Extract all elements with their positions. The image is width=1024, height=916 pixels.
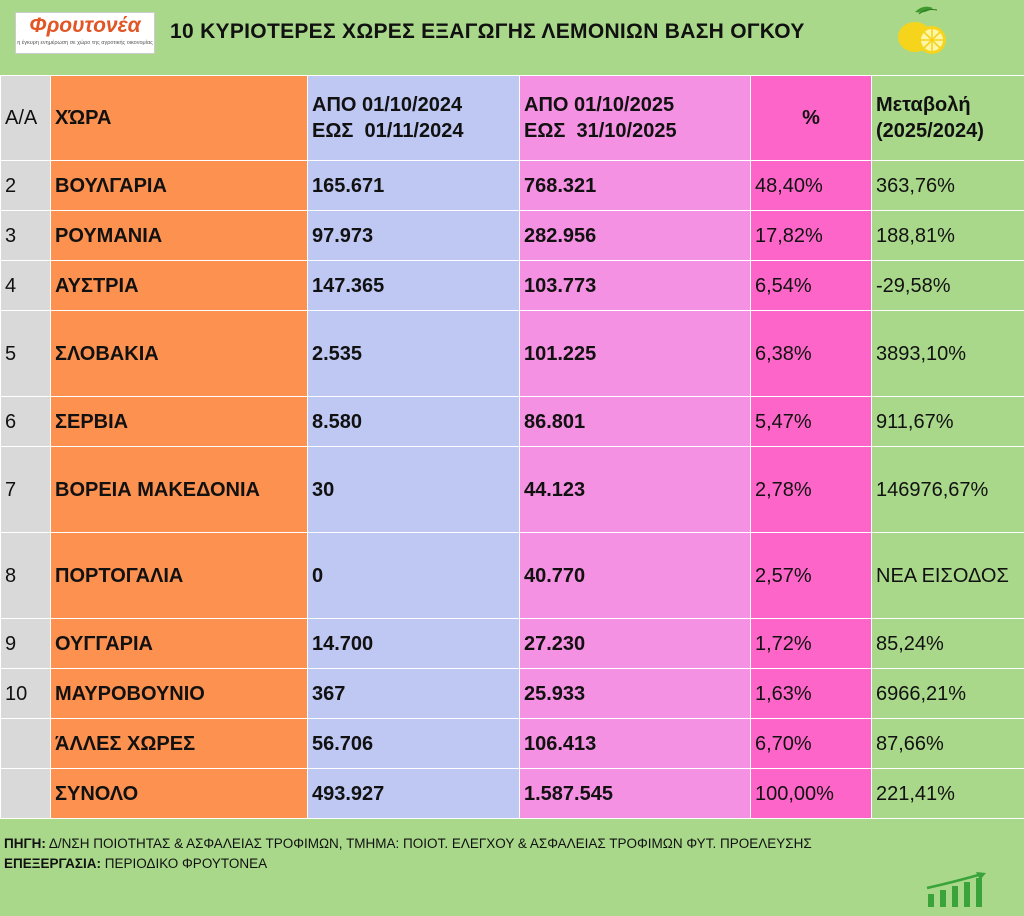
growth-chart-icon	[926, 872, 986, 907]
table-row: 2 ΒΟΥΛΓΑΡΙΑ 165.671 768.321 48,40% 363,76%	[0, 160, 1024, 211]
cell-change: 188,81%	[871, 210, 1024, 261]
cell-period-2024: 8.580	[307, 396, 520, 447]
cell-change: ΝΕΑ ΕΙΣΟΔΟΣ	[871, 532, 1024, 619]
header-row: Α/Α ΧΏΡΑ ΑΠΟ 01/10/2024 ΕΩΣ 01/11/2024 Α…	[0, 75, 1024, 161]
cell-country: ΜΑΥΡΟΒΟΥΝΙΟ	[50, 668, 308, 719]
cell-percent: 48,40%	[750, 160, 872, 211]
cell-period-2024: 493.927	[307, 768, 520, 819]
table-row: 8 ΠΟΡΤΟΓΑΛΙΑ 0 40.770 2,57% ΝΕΑ ΕΙΣΟΔΟΣ	[0, 532, 1024, 619]
lemon-exports-table: Α/Α ΧΏΡΑ ΑΠΟ 01/10/2024 ΕΩΣ 01/11/2024 Α…	[0, 75, 1024, 819]
cell-period-2025: 1.587.545	[519, 768, 751, 819]
table-row: 10 ΜΑΥΡΟΒΟΥΝΙΟ 367 25.933 1,63% 6966,21%	[0, 668, 1024, 719]
cell-change: 363,76%	[871, 160, 1024, 211]
cell-percent: 1,63%	[750, 668, 872, 719]
cell-aa: 3	[0, 210, 51, 261]
table-row: 6 ΣΕΡΒΙΑ 8.580 86.801 5,47% 911,67%	[0, 396, 1024, 447]
cell-change: 85,24%	[871, 618, 1024, 669]
cell-percent: 1,72%	[750, 618, 872, 669]
table-row: 7 ΒΟΡΕΙΑ ΜΑΚΕΔΟΝΙΑ 30 44.123 2,78% 146976,67%	[0, 446, 1024, 533]
page-title: 10 ΚΥΡΙΟΤΕΡΕΣ ΧΩΡΕΣ ΕΞΑΓΩΓΗΣ ΛΕΜΟΝΙΩΝ ΒΑ…	[170, 20, 805, 43]
cell-period-2025: 86.801	[519, 396, 751, 447]
cell-country: ΣΥΝΟΛΟ	[50, 768, 308, 819]
source-note: ΠΗΓΗ: Δ/ΝΣΗ ΠΟΙΟΤΗΤΑΣ & ΑΣΦΑΛΕΙΑΣ ΤΡΟΦΙΜ…	[4, 836, 812, 851]
table-row: 5 ΣΛΟΒΑΚΙΑ 2.535 101.225 6,38% 3893,10%	[0, 310, 1024, 397]
processing-note: ΕΠΕΞΕΡΓΑΣΙΑ: ΠΕΡΙΟΔΙΚΟ ΦΡΟΥΤΟΝΕΑ	[4, 856, 268, 871]
cell-country: ΆΛΛΕΣ ΧΩΡΕΣ	[50, 718, 308, 769]
cell-aa: 4	[0, 260, 51, 311]
cell-period-2025: 44.123	[519, 446, 751, 533]
header-percent: %	[750, 75, 872, 161]
cell-period-2024: 14.700	[307, 618, 520, 669]
cell-period-2024: 147.365	[307, 260, 520, 311]
cell-percent: 2,57%	[750, 532, 872, 619]
cell-aa: 2	[0, 160, 51, 211]
cell-country: ΣΛΟΒΑΚΙΑ	[50, 310, 308, 397]
cell-period-2024: 0	[307, 532, 520, 619]
cell-period-2024: 30	[307, 446, 520, 533]
lemon-icon	[898, 6, 946, 54]
cell-country: ΠΟΡΤΟΓΑΛΙΑ	[50, 532, 308, 619]
brand-logo: Φρουτονέα η έγκυρη ενημέρωση σε χώρο της…	[15, 12, 155, 54]
cell-aa: 10	[0, 668, 51, 719]
cell-percent: 100,00%	[750, 768, 872, 819]
cell-percent: 5,47%	[750, 396, 872, 447]
cell-period-2025: 106.413	[519, 718, 751, 769]
cell-percent: 2,78%	[750, 446, 872, 533]
cell-change: 6966,21%	[871, 668, 1024, 719]
header-change: Μεταβολή (2025/2024)	[871, 75, 1024, 161]
cell-aa: 9	[0, 618, 51, 669]
cell-period-2025: 103.773	[519, 260, 751, 311]
logo-tagline: η έγκυρη ενημέρωση σε χώρο της αγροτικής…	[17, 40, 153, 46]
cell-period-2024: 367	[307, 668, 520, 719]
cell-period-2025: 27.230	[519, 618, 751, 669]
cell-change: 221,41%	[871, 768, 1024, 819]
cell-period-2024: 97.973	[307, 210, 520, 261]
cell-change: 911,67%	[871, 396, 1024, 447]
cell-country: ΣΕΡΒΙΑ	[50, 396, 308, 447]
footer-notes: ΠΗΓΗ: Δ/ΝΣΗ ΠΟΙΟΤΗΤΑΣ & ΑΣΦΑΛΕΙΑΣ ΤΡΟΦΙΜ…	[4, 834, 812, 874]
cell-percent: 6,38%	[750, 310, 872, 397]
cell-period-2024: 2.535	[307, 310, 520, 397]
header-aa: Α/Α	[0, 75, 51, 161]
cell-country: ΟΥΓΓΑΡΙΑ	[50, 618, 308, 669]
cell-percent: 17,82%	[750, 210, 872, 261]
cell-aa: 5	[0, 310, 51, 397]
cell-period-2025: 40.770	[519, 532, 751, 619]
cell-country: ΡΟΥΜΑΝΙΑ	[50, 210, 308, 261]
cell-period-2025: 25.933	[519, 668, 751, 719]
cell-period-2024: 56.706	[307, 718, 520, 769]
cell-change: 3893,10%	[871, 310, 1024, 397]
cell-percent: 6,70%	[750, 718, 872, 769]
cell-aa	[0, 718, 51, 769]
cell-period-2024: 165.671	[307, 160, 520, 211]
cell-period-2025: 101.225	[519, 310, 751, 397]
table-row: 3 ΡΟΥΜΑΝΙΑ 97.973 282.956 17,82% 188,81%	[0, 210, 1024, 261]
cell-change: 146976,67%	[871, 446, 1024, 533]
cell-aa: 7	[0, 446, 51, 533]
cell-country: ΒΟΥΛΓΑΡΙΑ	[50, 160, 308, 211]
table-row: 9 ΟΥΓΓΑΡΙΑ 14.700 27.230 1,72% 85,24%	[0, 618, 1024, 669]
header-period-2025: ΑΠΟ 01/10/2025 ΕΩΣ 31/10/2025	[519, 75, 751, 161]
cell-period-2025: 282.956	[519, 210, 751, 261]
header-period-2024: ΑΠΟ 01/10/2024 ΕΩΣ 01/11/2024	[307, 75, 520, 161]
cell-change: 87,66%	[871, 718, 1024, 769]
logo-name: Φρουτονέα	[29, 14, 141, 37]
table-row: ΣΥΝΟΛΟ 493.927 1.587.545 100,00% 221,41%	[0, 768, 1024, 819]
cell-period-2025: 768.321	[519, 160, 751, 211]
cell-aa: 8	[0, 532, 51, 619]
cell-country: ΒΟΡΕΙΑ ΜΑΚΕΔΟΝΙΑ	[50, 446, 308, 533]
cell-percent: 6,54%	[750, 260, 872, 311]
table-row: ΆΛΛΕΣ ΧΩΡΕΣ 56.706 106.413 6,70% 87,66%	[0, 718, 1024, 769]
cell-country: ΑΥΣΤΡΙΑ	[50, 260, 308, 311]
header-country: ΧΏΡΑ	[50, 75, 308, 161]
cell-change: -29,58%	[871, 260, 1024, 311]
table-row: 4 ΑΥΣΤΡΙΑ 147.365 103.773 6,54% -29,58%	[0, 260, 1024, 311]
cell-aa	[0, 768, 51, 819]
cell-aa: 6	[0, 396, 51, 447]
